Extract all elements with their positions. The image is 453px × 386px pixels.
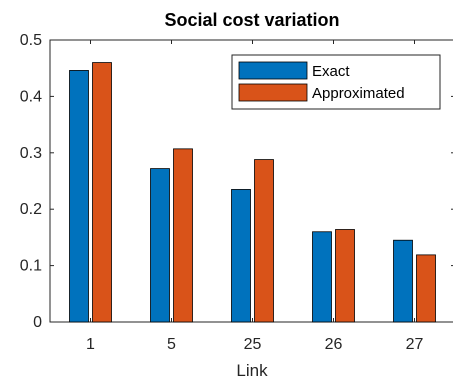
bar-exact-25 [231, 189, 251, 323]
y-tick-label: 0.2 [20, 201, 42, 218]
y-axis: 0 0.1 0.2 0.3 0.4 0.5 [20, 32, 453, 331]
bars-group [69, 62, 436, 323]
bar-exact-26 [312, 231, 332, 323]
y-tick-label: 0.5 [20, 32, 42, 49]
y-tick-label: 0.4 [20, 88, 42, 105]
bar-approximated-1 [92, 62, 112, 323]
bar-approximated-27 [416, 254, 436, 323]
bar-approximated-5 [173, 148, 193, 323]
bar-approximated-26 [335, 229, 355, 323]
y-tick-label: 0.1 [20, 258, 42, 275]
chart-title: Social cost variation [164, 10, 339, 30]
x-tick-label: 27 [406, 336, 424, 353]
legend: Exact Approximated [231, 54, 441, 110]
x-axis: 1 5 25 26 27 [86, 40, 424, 353]
legend-label-exact: Exact [312, 63, 350, 80]
bar-exact-5 [150, 168, 170, 323]
y-tick-label: 0.3 [20, 145, 42, 162]
legend-swatch-exact [238, 61, 308, 80]
legend-swatch-approximated [238, 83, 308, 102]
y-tick-label: 0 [33, 314, 42, 331]
bar-approximated-25 [254, 159, 274, 323]
bar-exact-27 [393, 239, 413, 323]
x-tick-label: 5 [167, 336, 176, 353]
bar-exact-1 [69, 70, 89, 323]
x-tick-label: 25 [244, 336, 262, 353]
x-axis-label: Link [236, 361, 268, 380]
x-tick-label: 1 [86, 336, 95, 353]
x-tick-label: 26 [325, 336, 343, 353]
legend-label-approximated: Approximated [312, 85, 405, 102]
